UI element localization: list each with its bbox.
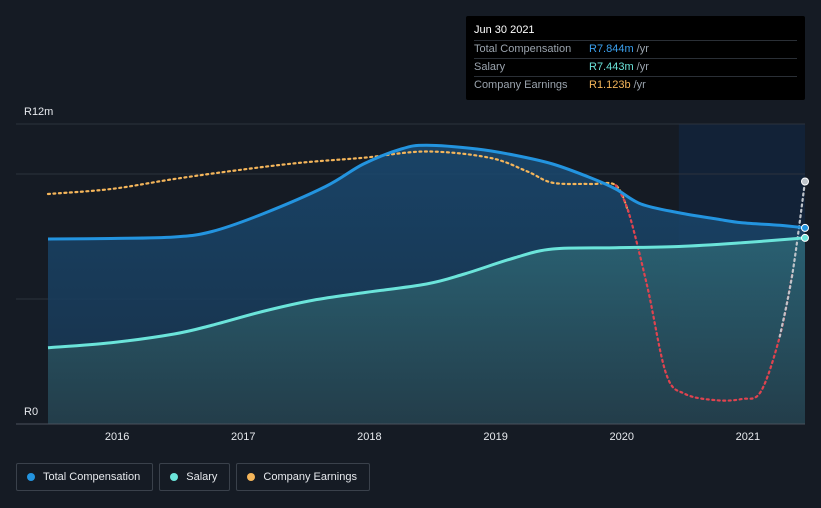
end-markers bbox=[801, 177, 809, 242]
tooltip: Jun 30 2021 Total Compensation R7.844m/yr… bbox=[466, 16, 805, 100]
tooltip-date: Jun 30 2021 bbox=[474, 23, 797, 41]
legend-item[interactable]: Company Earnings bbox=[236, 463, 370, 491]
total-compensation-end-marker bbox=[801, 223, 809, 232]
earnings-segment-recent bbox=[778, 180, 807, 338]
total-compensation-line bbox=[47, 143, 806, 241]
tooltip-label: Salary bbox=[474, 61, 506, 73]
tooltip-row: Salary R7.443m/yr bbox=[474, 59, 797, 77]
y-tick-top: R12m bbox=[24, 106, 54, 118]
earnings-segment-low bbox=[614, 184, 794, 402]
legend-label: Company Earnings bbox=[263, 471, 357, 483]
salary-end-marker bbox=[801, 233, 809, 242]
earnings-end-marker bbox=[801, 177, 809, 186]
tooltip-unit: /yr bbox=[633, 79, 646, 91]
x-tick-label: 2016 bbox=[104, 431, 130, 443]
tooltip-label: Total Compensation bbox=[474, 43, 572, 55]
salary-area bbox=[48, 237, 805, 424]
earnings-segment-high bbox=[46, 150, 630, 213]
y-tick-bottom: R0 bbox=[24, 406, 39, 418]
company-earnings-line bbox=[46, 150, 807, 402]
salary-line bbox=[47, 236, 806, 350]
tooltip-label: Company Earnings bbox=[474, 79, 568, 91]
x-tick-label: 2020 bbox=[609, 431, 634, 443]
tooltip-row: Company Earnings R1.123b/yr bbox=[474, 77, 797, 94]
x-tick-label: 2017 bbox=[231, 431, 256, 443]
tooltip-row: Total Compensation R7.844m/yr bbox=[474, 41, 797, 59]
legend-label: Total Compensation bbox=[43, 471, 141, 483]
tooltip-unit: /yr bbox=[636, 61, 649, 73]
legend-dot-icon bbox=[27, 473, 35, 481]
legend-dot-icon bbox=[247, 473, 256, 481]
tooltip-unit: /yr bbox=[636, 43, 649, 55]
legend-dot-icon bbox=[170, 473, 179, 481]
x-tick-label: 2019 bbox=[483, 431, 508, 443]
tooltip-value: R7.844m bbox=[589, 43, 634, 55]
legend-label: Salary bbox=[186, 471, 218, 483]
x-tick-label: 2018 bbox=[357, 431, 382, 443]
tooltip-value: R7.443m bbox=[589, 61, 634, 73]
legend-item[interactable]: Total Compensation bbox=[16, 463, 154, 491]
tooltip-value: R1.123b bbox=[589, 79, 631, 91]
legend: Total Compensation Salary Company Earnings bbox=[16, 463, 370, 491]
legend-item[interactable]: Salary bbox=[159, 463, 231, 491]
x-tick-label: 2021 bbox=[735, 431, 761, 443]
